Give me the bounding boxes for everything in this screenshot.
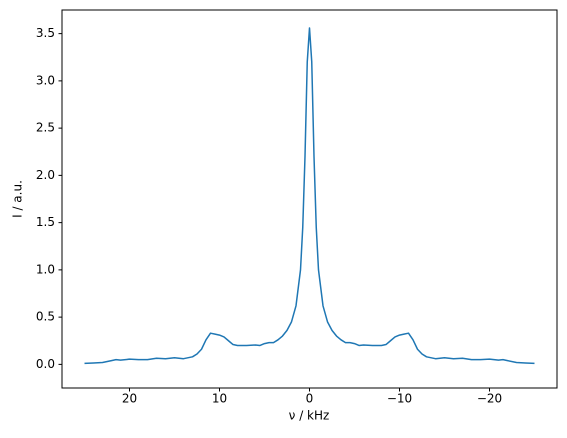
y-axis-label: I / a.u.	[11, 180, 25, 218]
x-axis-label: ν / kHz	[289, 409, 330, 423]
y-tick-label: 3.0	[36, 73, 55, 87]
y-tick-label: 1.5	[36, 215, 55, 229]
y-tick-label: 2.5	[36, 121, 55, 135]
y-tick-label: 2.0	[36, 168, 55, 182]
x-tick-label: −20	[477, 392, 502, 406]
x-tick-label: 10	[212, 392, 227, 406]
x-tick-label: −10	[387, 392, 412, 406]
axes-frame	[61, 9, 558, 389]
y-tick-label: 0.0	[36, 357, 55, 371]
x-tick-label: 20	[122, 392, 137, 406]
y-tick-label: 0.5	[36, 310, 55, 324]
x-tick-label: 0	[306, 392, 314, 406]
data-line	[84, 27, 535, 365]
y-tick-label: 1.0	[36, 262, 55, 276]
y-tick-label: 3.5	[36, 26, 55, 40]
